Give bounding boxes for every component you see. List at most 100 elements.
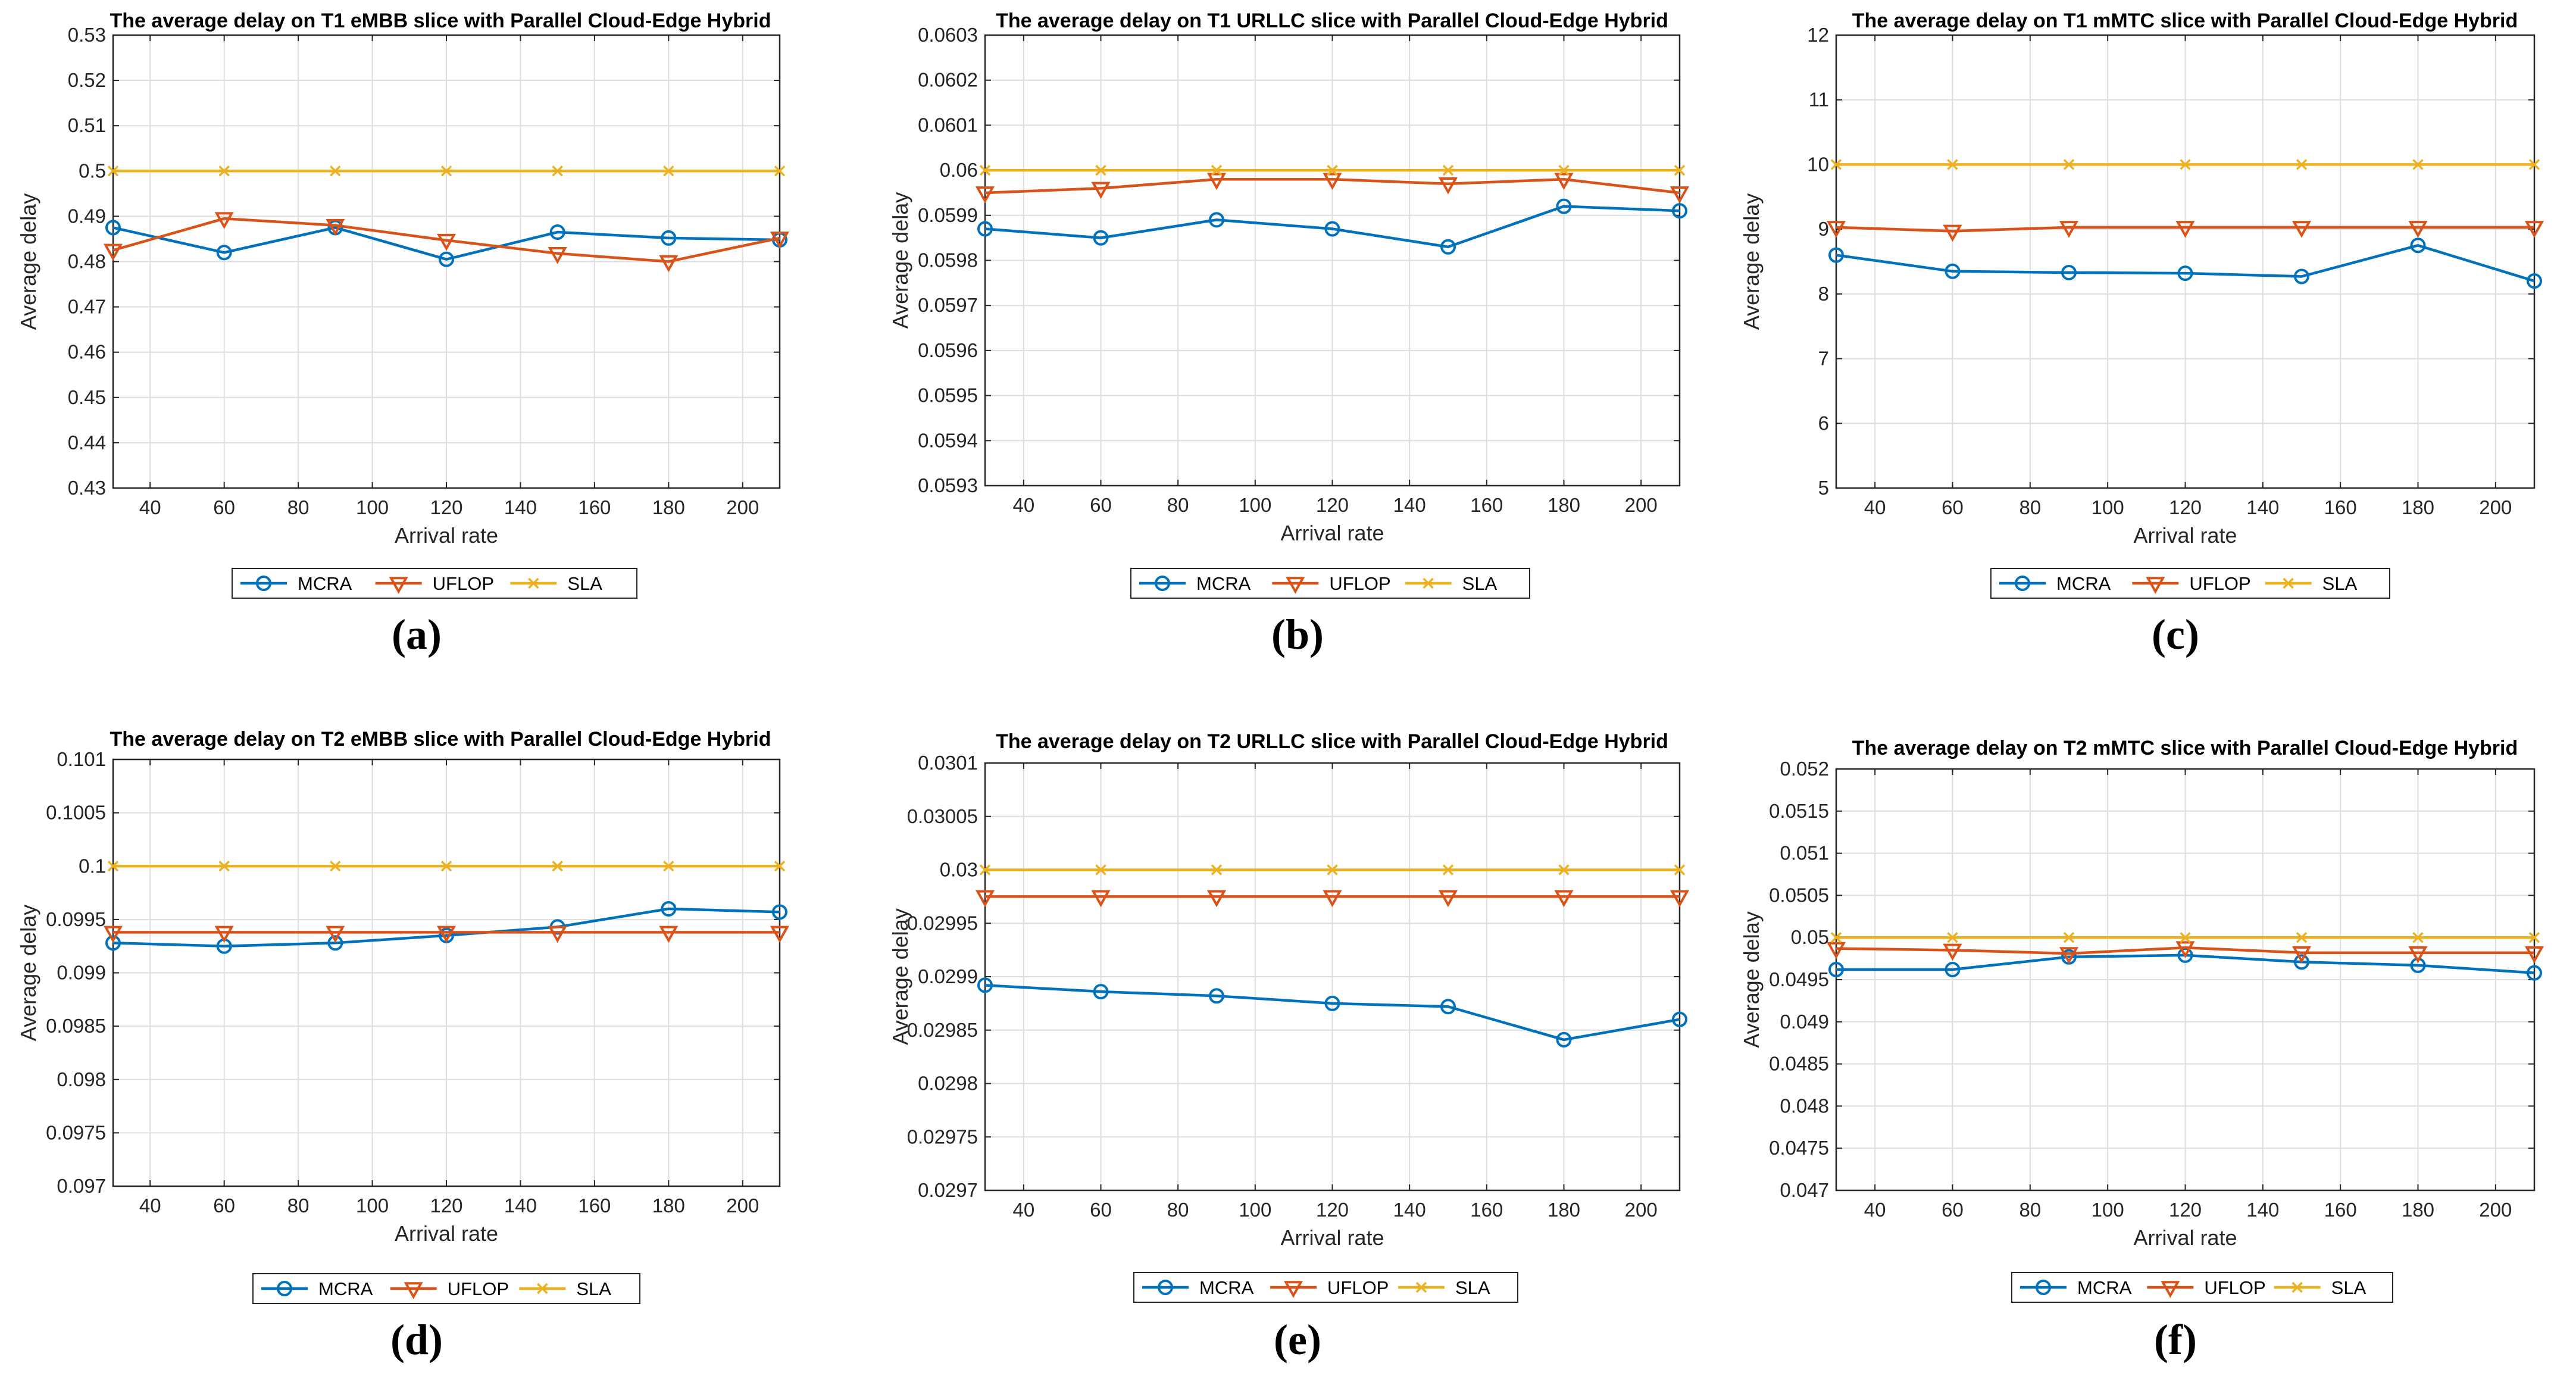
x-tick-label: 80 — [287, 496, 310, 518]
legend-marker — [2161, 1281, 2180, 1298]
x-tick-label: 140 — [2246, 1199, 2279, 1221]
data-point-uflop — [1206, 173, 1227, 190]
data-point-mcra — [1556, 1031, 1572, 1048]
chart-panel-c: 40 60 80 100 120 140 160 180 200 5 6 7 8 9 10 11 12 The a… — [1739, 10, 2544, 658]
series-sla — [979, 164, 1686, 176]
data-point-sla — [2180, 931, 2191, 943]
axes-box — [984, 762, 1681, 1192]
data-point-sla — [1327, 164, 1338, 176]
data-point-sla — [2296, 159, 2308, 170]
data-point-sla — [1558, 864, 1570, 876]
y-tick-label: 10 — [1807, 153, 1829, 175]
data-point-sla — [107, 165, 119, 177]
series-sla — [1830, 931, 2540, 943]
legend-marker — [256, 576, 271, 591]
data-point-uflop — [975, 186, 995, 204]
series-line-mcra — [984, 984, 1680, 1042]
x-tick-label: 200 — [2479, 1199, 2512, 1221]
y-tick-label: 0.051 — [1780, 842, 1829, 864]
data-point-mcra — [1672, 203, 1687, 219]
chart-panel-e: 40 60 80 100 120 140 160 180 200 0.0297 0.02975 0.0… — [888, 730, 1690, 1364]
data-point-uflop — [1091, 890, 1111, 908]
series-line-mcra — [112, 907, 780, 948]
data-point-mcra — [1440, 999, 1456, 1015]
y-tick-label: 0.5 — [79, 160, 106, 182]
x-tick-label: 120 — [1316, 494, 1349, 516]
legend-marker — [389, 577, 408, 594]
data-point-sla — [552, 861, 563, 872]
legend-label: UFLOP — [2189, 573, 2250, 594]
x-tick-label: 100 — [2092, 1199, 2124, 1221]
data-point-sla — [1095, 164, 1106, 176]
x-tick-label: 40 — [1864, 1199, 1886, 1221]
y-tick-label: 0.0299 — [918, 965, 978, 987]
legend-box — [1133, 1272, 1518, 1303]
data-point-uflop — [1206, 890, 1227, 908]
legend-marker — [1423, 577, 1434, 589]
data-point-mcra — [549, 224, 565, 240]
x-tick-label: 120 — [430, 496, 462, 518]
y-tick-label: 0.047 — [1780, 1179, 1829, 1201]
data-point-sla — [107, 861, 119, 872]
legend-label: SLA — [1462, 573, 1498, 594]
legend-box — [232, 568, 637, 599]
data-point-sla — [1830, 931, 1842, 943]
x-axis-label: Arrival rate — [2133, 1225, 2237, 1250]
data-point-mcra — [977, 221, 993, 237]
y-tick-label: 0.0495 — [1769, 968, 1829, 990]
legend-marker — [404, 1282, 423, 1299]
data-point-uflop — [1670, 186, 1690, 204]
legend-entry-sla: SLA — [1405, 573, 1498, 594]
y-tick-label: 0.45 — [68, 386, 106, 408]
legend-marker — [1283, 1281, 1303, 1298]
chart-title: The average delay on T2 eMBB slice with … — [110, 728, 771, 751]
legend-entry-mcra: MCRA — [2020, 1277, 2132, 1298]
y-tick-label: 12 — [1807, 24, 1829, 46]
data-point-mcra — [2061, 264, 2077, 280]
legend-marker — [1158, 1280, 1173, 1295]
data-point-uflop — [2059, 947, 2079, 964]
legend: MCRA UFLOP SLA — [1133, 1272, 1518, 1303]
data-point-mcra — [327, 935, 343, 951]
y-tick-label: 0.0598 — [918, 249, 978, 271]
axes-box — [984, 34, 1681, 487]
data-point-sla — [440, 861, 452, 872]
data-point-sla — [2528, 159, 2540, 170]
legend-entry-sla: SLA — [1398, 1277, 1490, 1298]
legend: MCRA UFLOP SLA — [1130, 568, 1530, 599]
x-tick-label: 140 — [504, 1195, 537, 1217]
x-tick-label: 180 — [1548, 1199, 1580, 1221]
y-tick-label: 7 — [1818, 348, 1829, 370]
x-tick-label: 120 — [2169, 1199, 2202, 1221]
data-point-sla — [2063, 159, 2075, 170]
x-axis-label: Arrival rate — [395, 1221, 498, 1246]
series-sla — [979, 864, 1686, 876]
legend: MCRA UFLOP SLA — [252, 1273, 640, 1304]
data-point-sla — [774, 861, 786, 872]
data-point-sla — [979, 164, 991, 176]
y-tick-label: 0.43 — [68, 477, 106, 499]
data-point-sla — [440, 165, 452, 177]
data-point-uflop — [1091, 182, 1111, 199]
x-tick-label: 60 — [1942, 496, 1964, 518]
y-tick-label: 9 — [1818, 218, 1829, 240]
x-tick-label: 40 — [139, 1195, 161, 1217]
data-point-mcra — [105, 935, 121, 951]
data-point-uflop — [975, 890, 995, 908]
y-tick-label: 0.0297 — [918, 1179, 978, 1201]
x-tick-label: 140 — [1393, 494, 1426, 516]
data-point-mcra — [1828, 962, 1844, 978]
axes-box — [112, 758, 781, 1187]
data-point-sla — [1947, 159, 1958, 170]
y-tick-label: 0.049 — [1780, 1011, 1829, 1033]
panel-label: (d) — [390, 1316, 443, 1364]
data-point-uflop — [1438, 177, 1458, 195]
y-tick-label: 0.0597 — [918, 294, 978, 316]
y-tick-label: 0.097 — [57, 1175, 106, 1197]
data-point-sla — [552, 165, 563, 177]
legend-label: SLA — [567, 573, 602, 594]
data-point-uflop — [1826, 942, 1846, 959]
y-tick-label: 0.03005 — [907, 805, 978, 827]
legend-label: MCRA — [2056, 573, 2111, 594]
x-tick-label: 100 — [356, 1195, 389, 1217]
